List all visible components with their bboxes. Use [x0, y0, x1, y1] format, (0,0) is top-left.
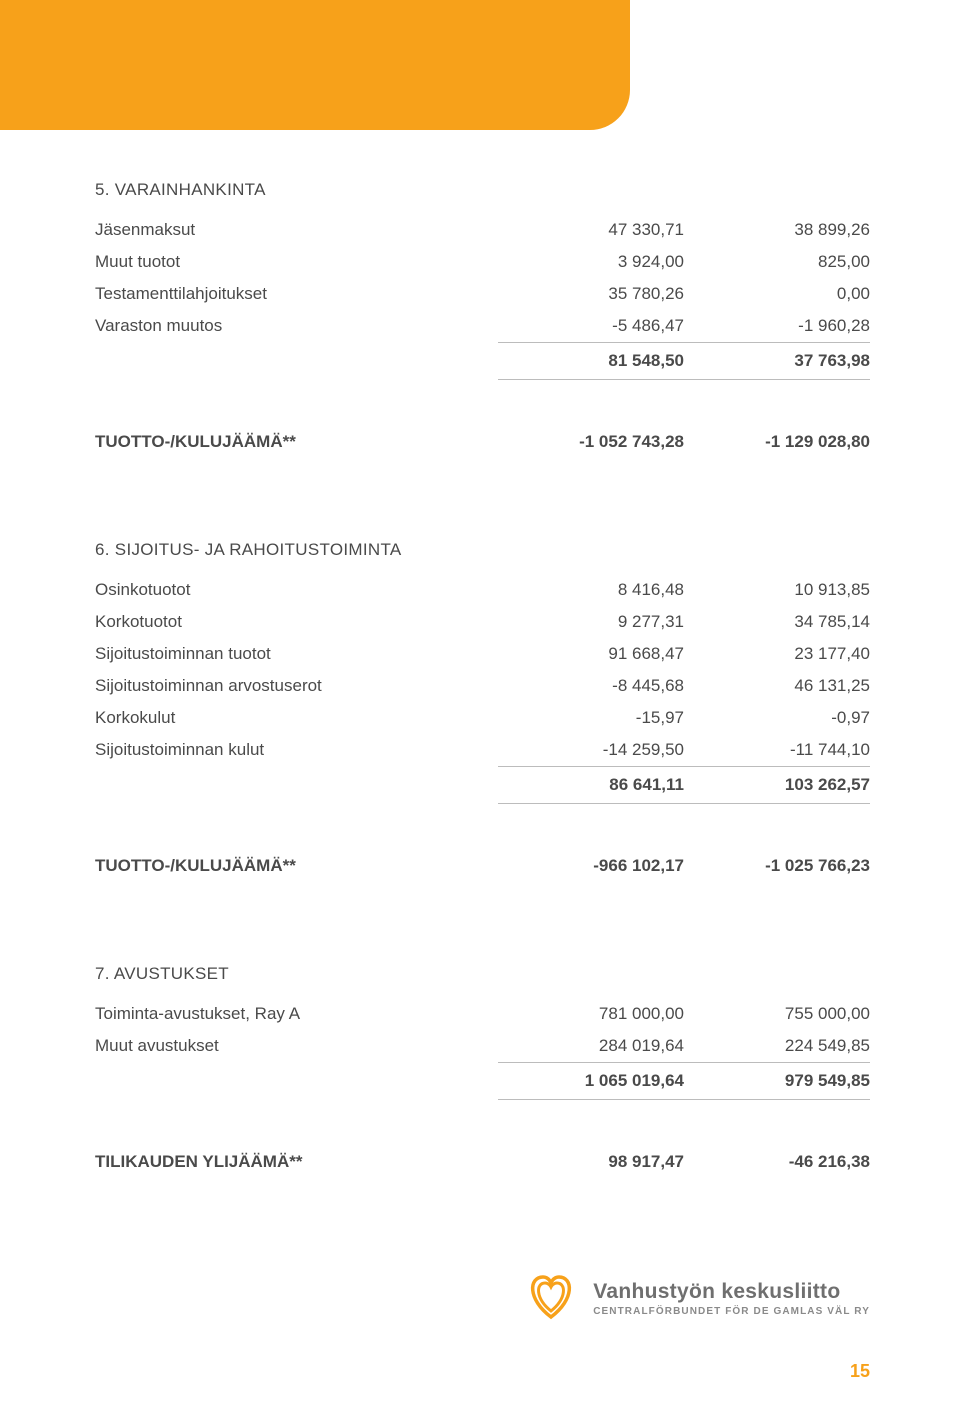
table-row: Sijoitustoiminnan arvostuserot-8 445,684…: [95, 670, 870, 702]
row-label: Muut tuotot: [95, 246, 498, 278]
table-row: Varaston muutos-5 486,47-1 960,28: [95, 310, 870, 343]
row-label: Korkotuotot: [95, 606, 498, 638]
row-value-2: -1 960,28: [684, 310, 870, 343]
row-value-1: 781 000,00: [498, 998, 684, 1030]
row-value-2: 755 000,00: [684, 998, 870, 1030]
header-banner: [0, 0, 630, 130]
section-7-title: 7. AVUSTUKSET: [95, 964, 870, 984]
summary-label: TUOTTO-/KULUJÄÄMÄ**: [95, 850, 498, 882]
row-value-2: 10 913,85: [684, 574, 870, 606]
summary-value-2: -1 025 766,23: [684, 850, 870, 882]
section-6-table: Osinkotuotot8 416,4810 913,85 Korkotuoto…: [95, 574, 870, 804]
row-value-2: 34 785,14: [684, 606, 870, 638]
row-label: Toiminta-avustukset, Ray A: [95, 998, 498, 1030]
total-value-2: 103 262,57: [684, 767, 870, 804]
logo-sub-text: CENTRALFÖRBUNDET FÖR DE GAMLAS VÄL RY: [593, 1306, 870, 1317]
row-value-2: 38 899,26: [684, 214, 870, 246]
row-value-1: -14 259,50: [498, 734, 684, 767]
row-label: Korkokulut: [95, 702, 498, 734]
row-value-1: 9 277,31: [498, 606, 684, 638]
row-label: Sijoitustoiminnan kulut: [95, 734, 498, 767]
summary-value-1: -1 052 743,28: [498, 426, 684, 458]
row-label: Jäsenmaksut: [95, 214, 498, 246]
row-label: Osinkotuotot: [95, 574, 498, 606]
summary-label: TUOTTO-/KULUJÄÄMÄ**: [95, 426, 498, 458]
section-total-row: 1 065 019,64979 549,85: [95, 1063, 870, 1100]
total-value-1: 81 548,50: [498, 343, 684, 380]
row-value-1: 284 019,64: [498, 1030, 684, 1063]
row-label: Sijoitustoiminnan tuotot: [95, 638, 498, 670]
table-row: Korkokulut-15,97-0,97: [95, 702, 870, 734]
row-value-1: 8 416,48: [498, 574, 684, 606]
section-total-row: 81 548,5037 763,98: [95, 343, 870, 380]
total-value-2: 979 549,85: [684, 1063, 870, 1100]
summary-value-2: -1 129 028,80: [684, 426, 870, 458]
table-row: Toiminta-avustukset, Ray A781 000,00755 …: [95, 998, 870, 1030]
heart-icon: [523, 1271, 579, 1326]
logo-main-text: Vanhustyön keskusliitto: [593, 1280, 870, 1304]
summary-value-1: -966 102,17: [498, 850, 684, 882]
row-value-2: -11 744,10: [684, 734, 870, 767]
row-value-1: -15,97: [498, 702, 684, 734]
total-value-2: 37 763,98: [684, 343, 870, 380]
table-row: Sijoitustoiminnan kulut-14 259,50-11 744…: [95, 734, 870, 767]
final-summary: TILIKAUDEN YLIJÄÄMÄ**98 917,47-46 216,38: [95, 1146, 870, 1178]
table-row: Sijoitustoiminnan tuotot91 668,4723 177,…: [95, 638, 870, 670]
summary-row: TUOTTO-/KULUJÄÄMÄ**-966 102,17-1 025 766…: [95, 850, 870, 882]
summary-row-2: TUOTTO-/KULUJÄÄMÄ**-966 102,17-1 025 766…: [95, 850, 870, 882]
table-row: Muut avustukset284 019,64224 549,85: [95, 1030, 870, 1063]
row-label: Varaston muutos: [95, 310, 498, 343]
row-value-2: 0,00: [684, 278, 870, 310]
table-row: Osinkotuotot8 416,4810 913,85: [95, 574, 870, 606]
final-label: TILIKAUDEN YLIJÄÄMÄ**: [95, 1146, 498, 1178]
row-value-1: -8 445,68: [498, 670, 684, 702]
total-value-1: 1 065 019,64: [498, 1063, 684, 1100]
row-value-2: 46 131,25: [684, 670, 870, 702]
section-5-table: Jäsenmaksut47 330,7138 899,26 Muut tuoto…: [95, 214, 870, 380]
row-value-1: 35 780,26: [498, 278, 684, 310]
row-value-1: 3 924,00: [498, 246, 684, 278]
final-value-2: -46 216,38: [684, 1146, 870, 1178]
final-row: TILIKAUDEN YLIJÄÄMÄ**98 917,47-46 216,38: [95, 1146, 870, 1178]
row-value-2: -0,97: [684, 702, 870, 734]
section-6-title: 6. SIJOITUS- JA RAHOITUSTOIMINTA: [95, 540, 870, 560]
section-7-table: Toiminta-avustukset, Ray A781 000,00755 …: [95, 998, 870, 1100]
row-value-1: 91 668,47: [498, 638, 684, 670]
section-5-title: 5. VARAINHANKINTA: [95, 180, 870, 200]
table-row: Muut tuotot3 924,00825,00: [95, 246, 870, 278]
page-number: 15: [850, 1361, 870, 1382]
row-label: Sijoitustoiminnan arvostuserot: [95, 670, 498, 702]
final-value-1: 98 917,47: [498, 1146, 684, 1178]
row-value-2: 224 549,85: [684, 1030, 870, 1063]
section-total-row: 86 641,11103 262,57: [95, 767, 870, 804]
row-value-2: 23 177,40: [684, 638, 870, 670]
table-row: Jäsenmaksut47 330,7138 899,26: [95, 214, 870, 246]
row-label: Muut avustukset: [95, 1030, 498, 1063]
footer-logo: Vanhustyön keskusliitto CENTRALFÖRBUNDET…: [523, 1271, 870, 1326]
summary-row-1: TUOTTO-/KULUJÄÄMÄ**-1 052 743,28-1 129 0…: [95, 426, 870, 458]
row-label: Testamenttilahjoitukset: [95, 278, 498, 310]
table-row: Korkotuotot9 277,3134 785,14: [95, 606, 870, 638]
row-value-1: -5 486,47: [498, 310, 684, 343]
row-value-1: 47 330,71: [498, 214, 684, 246]
row-value-2: 825,00: [684, 246, 870, 278]
total-value-1: 86 641,11: [498, 767, 684, 804]
financial-content: 5. VARAINHANKINTA Jäsenmaksut47 330,7138…: [0, 130, 960, 1178]
summary-row: TUOTTO-/KULUJÄÄMÄ**-1 052 743,28-1 129 0…: [95, 426, 870, 458]
table-row: Testamenttilahjoitukset35 780,260,00: [95, 278, 870, 310]
